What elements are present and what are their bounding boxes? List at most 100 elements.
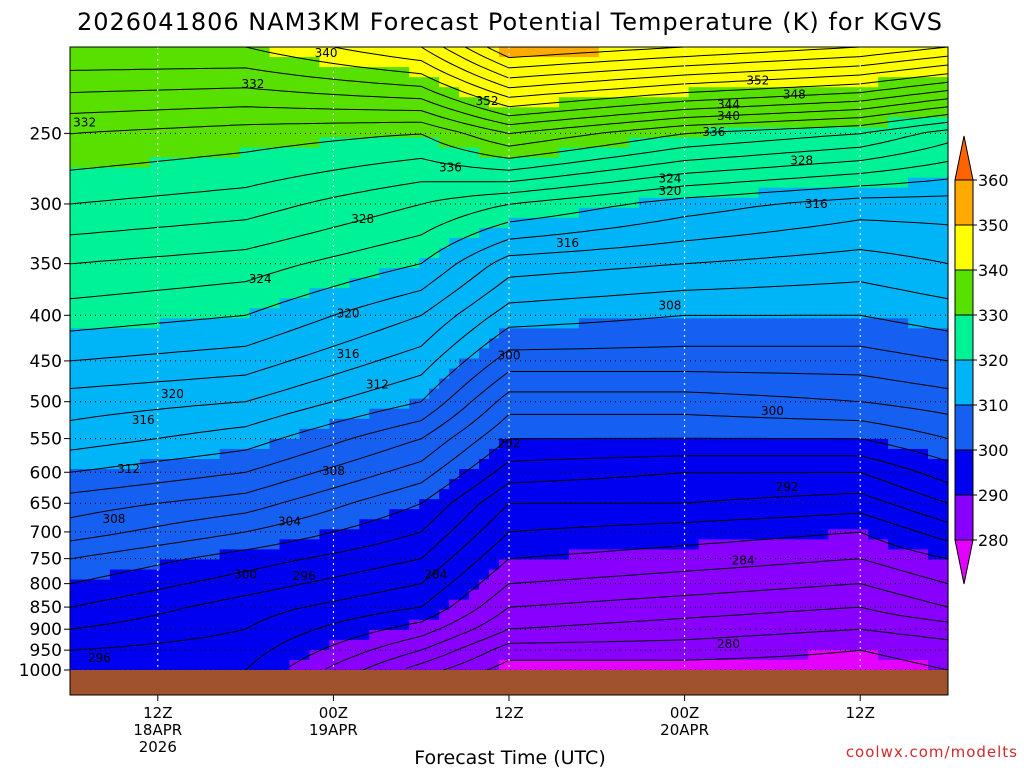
theta-cell xyxy=(249,579,261,591)
theta-cell xyxy=(189,368,201,380)
theta-cell xyxy=(199,348,211,360)
theta-cell xyxy=(399,559,410,571)
theta-cell xyxy=(429,47,440,58)
theta-cell xyxy=(828,479,839,490)
theta-cell xyxy=(608,278,620,289)
theta-cell xyxy=(568,589,580,601)
theta-cell xyxy=(319,388,331,400)
theta-cell xyxy=(748,398,760,410)
theta-cell xyxy=(748,368,760,380)
theta-cell xyxy=(838,489,849,500)
theta-cell xyxy=(628,438,640,450)
theta-cell xyxy=(129,268,141,279)
theta-cell xyxy=(289,247,301,259)
theta-cell xyxy=(439,589,450,601)
theta-cell xyxy=(429,187,440,199)
theta-cell xyxy=(658,398,670,410)
theta-cell xyxy=(518,57,530,68)
theta-cell xyxy=(389,469,400,480)
theta-cell xyxy=(369,599,380,611)
theta-cell xyxy=(389,137,400,149)
theta-cell xyxy=(149,499,161,510)
theta-cell xyxy=(489,127,500,139)
theta-cell xyxy=(219,117,231,128)
theta-cell xyxy=(548,368,560,380)
theta-cell xyxy=(279,398,291,410)
theta-cell xyxy=(668,539,680,551)
theta-cell xyxy=(538,47,550,58)
theta-cell xyxy=(479,47,490,58)
theta-cell xyxy=(538,479,550,490)
theta-cell xyxy=(628,398,640,410)
theta-cell xyxy=(748,217,760,229)
theta-cell xyxy=(758,247,770,259)
theta-cell xyxy=(439,448,450,460)
theta-cell xyxy=(329,258,340,269)
theta-cell xyxy=(828,408,839,420)
theta-cell xyxy=(299,177,311,189)
theta-cell xyxy=(279,408,291,420)
theta-cell xyxy=(568,448,580,460)
theta-cell xyxy=(419,378,430,390)
theta-cell xyxy=(70,288,81,299)
theta-cell xyxy=(349,609,360,621)
theta-cell xyxy=(109,559,121,571)
theta-cell xyxy=(748,328,760,339)
theta-cell xyxy=(119,348,131,360)
theta-cell xyxy=(728,278,740,289)
theta-cell xyxy=(279,207,291,219)
theta-cell xyxy=(558,247,570,259)
theta-cell xyxy=(109,117,121,128)
theta-cell xyxy=(608,157,620,169)
theta-cell xyxy=(648,167,660,179)
theta-cell xyxy=(419,519,430,530)
theta-cell xyxy=(479,529,490,540)
theta-cell xyxy=(568,288,580,299)
theta-cell xyxy=(79,167,91,179)
theta-cell xyxy=(728,438,740,450)
theta-cell xyxy=(259,167,271,179)
theta-cell xyxy=(319,629,331,641)
theta-cell xyxy=(738,217,750,229)
theta-cell xyxy=(329,197,340,209)
theta-cell xyxy=(778,177,789,189)
theta-cell xyxy=(768,378,779,390)
theta-cell xyxy=(608,87,620,98)
theta-cell xyxy=(688,469,700,480)
theta-cell xyxy=(429,549,440,561)
theta-cell xyxy=(538,438,550,450)
theta-cell xyxy=(269,509,281,520)
theta-cell xyxy=(279,438,291,450)
theta-cell xyxy=(179,157,191,169)
theta-cell xyxy=(678,448,690,460)
theta-cell xyxy=(578,187,590,199)
theta-cell xyxy=(668,318,680,329)
theta-cell xyxy=(389,519,400,530)
theta-cell xyxy=(349,378,360,390)
theta-cell xyxy=(568,298,580,309)
theta-cell xyxy=(409,348,420,360)
theta-cell xyxy=(558,358,570,370)
theta-cell xyxy=(299,629,311,641)
theta-cell xyxy=(299,107,311,118)
theta-cell xyxy=(548,57,560,68)
theta-cell xyxy=(399,569,410,581)
theta-cell xyxy=(139,659,151,671)
theta-cell xyxy=(469,448,480,460)
theta-cell xyxy=(818,67,829,78)
theta-cell xyxy=(758,619,770,631)
theta-cell xyxy=(449,87,460,98)
theta-cell xyxy=(499,418,510,430)
theta-cell xyxy=(369,609,380,621)
theta-cell xyxy=(618,57,630,68)
theta-cell xyxy=(299,509,311,520)
theta-cell xyxy=(249,509,261,520)
theta-cell xyxy=(119,448,131,460)
theta-cell xyxy=(79,358,91,370)
theta-cell xyxy=(209,408,221,420)
theta-cell xyxy=(808,107,819,118)
theta-cell xyxy=(339,559,350,571)
theta-cell xyxy=(568,328,580,339)
theta-cell xyxy=(449,207,460,219)
theta-cell xyxy=(788,448,799,460)
